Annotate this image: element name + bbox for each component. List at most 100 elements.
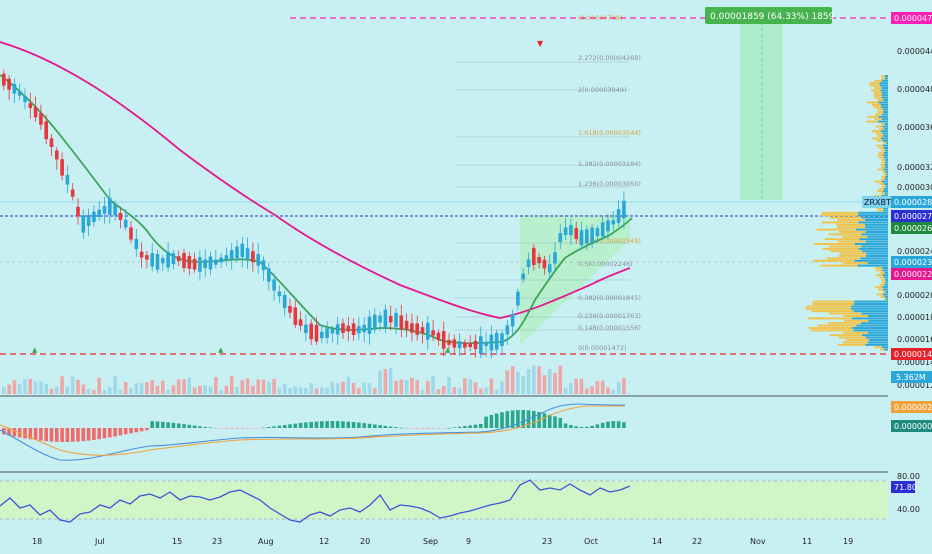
vp-bar: [874, 96, 882, 99]
vp-bar: [877, 135, 884, 137]
volume-bar: [500, 381, 504, 394]
volume-bar: [187, 377, 192, 394]
macd-hist-bar: [357, 422, 361, 428]
macd-hist-bar: [346, 421, 351, 428]
vp-bar: [878, 120, 888, 123]
volume-bar: [229, 376, 234, 394]
vp-bar: [828, 312, 862, 315]
candle-body: [574, 228, 578, 239]
candle-body: [532, 247, 536, 266]
vp-bar: [878, 101, 888, 104]
macd-hist-bar: [441, 428, 446, 429]
vp-bar: [821, 221, 859, 224]
vp-bar: [883, 99, 888, 101]
badge-volume: [891, 371, 932, 383]
vp-bar: [883, 173, 887, 176]
macd-hist-bar: [86, 428, 91, 441]
macd-hist-bar: [251, 428, 255, 429]
vp-bar: [875, 286, 883, 289]
candle-body: [2, 73, 6, 86]
volume-bar: [49, 388, 54, 394]
vp-bar: [861, 334, 888, 337]
vp-bar: [830, 250, 863, 253]
fib-label: 0.236(0.00001763): [578, 312, 641, 320]
time-axis[interactable]: 18 Jul 15 23 Aug 12 20 Sep 9 23 Oct 14 2…: [32, 537, 853, 546]
volume-bar: [123, 382, 128, 394]
macd-hist-bar: [373, 424, 377, 428]
vp-bar: [851, 305, 888, 308]
vp-bar: [879, 276, 885, 279]
macd-hist-bar: [192, 425, 197, 428]
volume-bar: [447, 377, 451, 394]
volume-bar: [277, 388, 282, 394]
vp-bar: [859, 238, 888, 241]
vp-bar: [880, 137, 888, 140]
candle-body: [357, 326, 361, 334]
volume-bar: [484, 387, 488, 394]
badge-support: [891, 348, 932, 360]
macd-hist-bar: [70, 428, 75, 442]
volume-bars: [2, 365, 626, 394]
volume-bar: [436, 389, 441, 394]
candle-body: [590, 227, 594, 243]
badge-symbol-text: ZRXBTC: [864, 198, 896, 207]
rsi-band: [0, 481, 888, 519]
vp-bar: [852, 327, 888, 329]
vp-bar: [838, 240, 866, 243]
vp-bar: [874, 346, 882, 349]
candle-body: [378, 315, 382, 323]
vp-bar: [881, 178, 885, 181]
volume-bar: [134, 383, 139, 394]
candle-body: [600, 222, 605, 237]
volume-bar: [505, 370, 510, 394]
fib-label: 2.272(0.00004269): [578, 54, 641, 62]
vp-bar: [816, 228, 856, 231]
vp-bar: [838, 336, 866, 339]
price-axis-tick: 0.00001600: [897, 335, 932, 344]
vp-bar: [874, 79, 882, 82]
vp-bar: [886, 173, 888, 176]
candle-body: [49, 138, 54, 147]
volume-bar: [92, 389, 96, 394]
vp-bar: [882, 139, 888, 142]
candle-body: [198, 257, 202, 272]
vp-bar: [827, 322, 861, 325]
vp-bar: [875, 125, 883, 128]
candle-body: [203, 259, 207, 269]
vp-bar: [855, 228, 888, 231]
macd-hist-bar: [585, 426, 589, 428]
vp-bar: [880, 130, 888, 133]
macd-hist-bar: [139, 428, 144, 432]
candle-body: [500, 333, 504, 346]
vp-bar: [861, 233, 888, 236]
vp-bar: [872, 137, 881, 140]
vp-bar: [881, 75, 885, 77]
time-axis-tick: 20: [360, 537, 370, 546]
macd-hist-bar: [49, 428, 54, 442]
vp-bar: [879, 183, 885, 185]
vp-bar: [856, 324, 888, 327]
badge-resistance-text: 0.00004748: [894, 14, 932, 23]
volume-bar: [60, 376, 64, 394]
vp-bar: [813, 259, 855, 262]
macd-hist-bar: [102, 428, 107, 439]
fib-label: 0.5(0.00002246): [578, 260, 633, 268]
vp-bar: [877, 99, 884, 101]
volume-bar: [256, 379, 260, 394]
vp-bar: [878, 156, 884, 159]
vp-bar: [867, 235, 888, 238]
candle-body: [70, 189, 75, 197]
candle-body: [362, 324, 366, 333]
vp-bar: [882, 286, 888, 289]
candle-body: [118, 212, 123, 220]
candle-body: [399, 315, 404, 330]
price-axis[interactable]: 0.00004400 0.00004000 0.00003600 0.00003…: [897, 47, 932, 390]
candle-body: [494, 332, 499, 350]
macd-hist-bar: [500, 412, 504, 428]
vp-bar: [854, 243, 888, 245]
candle-body: [235, 246, 239, 259]
badge-current: [891, 210, 932, 222]
vp-bar: [885, 166, 888, 169]
